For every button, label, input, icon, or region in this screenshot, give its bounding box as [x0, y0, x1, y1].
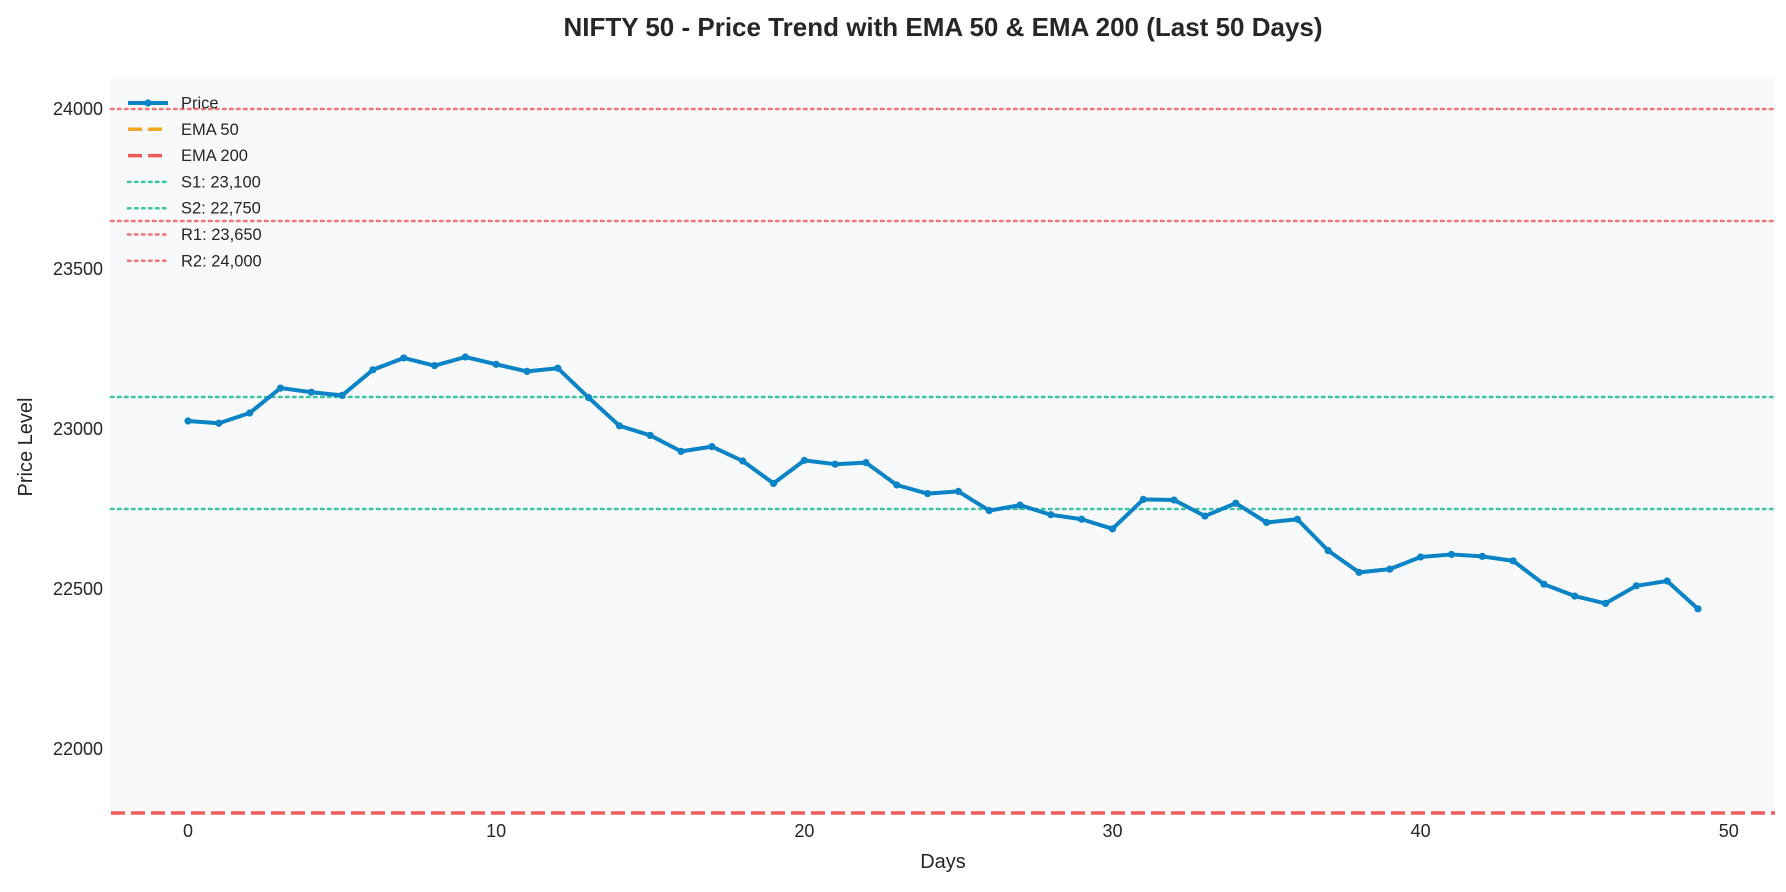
y-axis-label: Price Level: [15, 398, 37, 497]
price-point: [1324, 547, 1332, 555]
price-point: [276, 384, 285, 392]
price-point: [1078, 515, 1086, 523]
price-point: [677, 447, 685, 455]
price-point: [1540, 580, 1548, 588]
price-point: [307, 388, 315, 396]
x-tick-label: 50: [1719, 821, 1739, 841]
legend-label: Price: [181, 95, 219, 113]
legend-item-s2-22-750: S2: 22,750: [126, 200, 261, 218]
price-point: [800, 456, 808, 464]
legend-label: EMA 50: [181, 121, 239, 139]
legend-item-price: Price: [128, 95, 219, 113]
legend-label: EMA 200: [181, 147, 248, 165]
price-point: [985, 507, 993, 515]
price-point: [1632, 582, 1640, 590]
price-point: [430, 362, 439, 370]
x-tick-label: 20: [794, 821, 814, 841]
y-tick-label: 22000: [53, 739, 103, 759]
price-point: [369, 366, 377, 374]
price-point: [400, 354, 408, 362]
price-point: [1355, 568, 1363, 576]
x-tick-label: 40: [1411, 821, 1431, 841]
price-point: [615, 422, 624, 430]
price-point: [1478, 552, 1486, 560]
price-point: [1694, 605, 1702, 613]
y-tick-label: 23500: [53, 259, 103, 279]
y-tick-label: 24000: [53, 99, 103, 119]
price-series: [184, 353, 1702, 613]
price-point: [954, 487, 963, 495]
legend-item-s1-23-100: S1: 23,100: [126, 173, 261, 191]
price-point: [215, 419, 223, 427]
chart-title: NIFTY 50 - Price Trend with EMA 50 & EMA…: [563, 12, 1322, 42]
price-point: [831, 460, 839, 468]
price-point: [862, 459, 870, 467]
legend-item-ema-50: EMA 50: [128, 121, 239, 139]
legend-label: R1: 23,650: [181, 226, 262, 244]
price-point: [1016, 501, 1024, 509]
price-point: [585, 394, 593, 402]
price-point: [1232, 499, 1240, 507]
legend-label: S2: 22,750: [181, 200, 261, 218]
price-point: [1447, 550, 1456, 559]
legend-item-r1-23-650: R1: 23,650: [126, 226, 262, 244]
price-point: [523, 367, 531, 375]
price-point: [1201, 512, 1209, 520]
price-point: [1663, 577, 1671, 585]
price-point: [739, 457, 747, 465]
price-point: [461, 353, 469, 361]
price-point: [1262, 518, 1271, 527]
y-tick-labels: 22000 22500 23000 23500 24000: [53, 99, 103, 759]
price-point: [246, 409, 254, 417]
x-tick-label: 10: [486, 821, 506, 841]
price-point: [769, 479, 778, 487]
price-point: [1386, 565, 1394, 573]
price-point: [554, 364, 562, 372]
price-point: [184, 417, 192, 425]
y-tick-label: 23000: [53, 419, 103, 439]
price-point: [1571, 592, 1579, 600]
x-tick-labels: 0 10 20 30 40 50: [183, 821, 1739, 841]
x-tick-label: 0: [183, 821, 193, 841]
legend-item-ema-200: EMA 200: [128, 147, 248, 165]
price-point: [1417, 553, 1425, 561]
price-point: [492, 360, 500, 368]
price-point: [1108, 525, 1117, 533]
y-tick-label: 22500: [53, 579, 103, 599]
legend-marker: [144, 99, 152, 107]
price-point: [893, 481, 901, 489]
price-point: [1293, 515, 1301, 523]
price-point: [1170, 496, 1178, 504]
plot-area: [111, 77, 1775, 813]
price-point: [646, 431, 654, 439]
price-point: [1601, 599, 1610, 608]
legend: Price EMA 50 EMA 200 S1: 23,100 S2: 22,750 R1…: [126, 95, 262, 270]
series-line-price: [187, 355, 1700, 611]
legend-label: R2: 24,000: [181, 252, 262, 270]
legend-label: S1: 23,100: [181, 173, 261, 191]
x-tick-label: 30: [1102, 821, 1122, 841]
x-axis-label: Days: [920, 851, 966, 873]
price-point: [708, 443, 716, 451]
price-point: [923, 490, 932, 498]
price-point: [1139, 495, 1147, 503]
level-lines: [109, 107, 1777, 511]
legend-item-r2-24-000: R2: 24,000: [126, 252, 262, 270]
price-point: [338, 391, 346, 399]
price-point: [1047, 511, 1055, 519]
price-point: [1509, 557, 1517, 565]
